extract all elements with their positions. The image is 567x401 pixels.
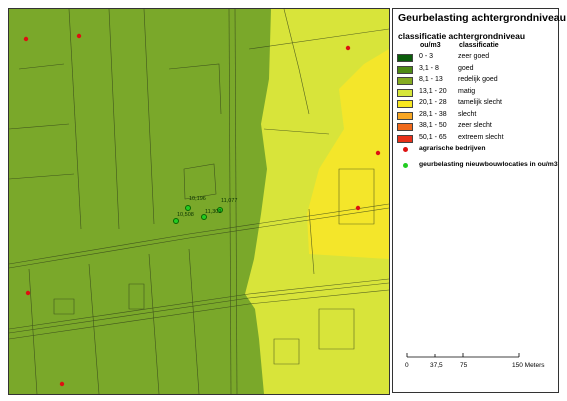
legend-class-label: goed: [458, 64, 474, 72]
legend-subtitle: classificatie achtergrondniveau: [398, 31, 526, 41]
legend-class-label: zeer slecht: [458, 122, 492, 129]
new-build-marker[interactable]: [217, 207, 223, 213]
legend-class-label: extreem slecht: [458, 133, 504, 141]
legend-class-item: 28,1 - 38 slecht: [397, 111, 557, 121]
legend-title: Geurbelasting achtergrondniveau: [398, 12, 567, 24]
legend-range: 8,1 - 13: [419, 76, 443, 83]
legend-swatch: [397, 54, 413, 62]
legend-class-item: 38,1 - 50 zeer slecht: [397, 122, 557, 132]
legend-range: 3,1 - 8: [419, 64, 439, 72]
legend-range: 0 - 3: [419, 53, 434, 60]
scale-tick-2: 75: [460, 362, 468, 369]
legend-class-label: tamelijk slecht: [458, 99, 502, 106]
legend-range: 28,1 - 38: [419, 110, 447, 118]
map-panel[interactable]: 10,196 11,077 10,508 11,309: [8, 8, 390, 395]
newbuild-dot-icon: [403, 163, 408, 168]
legend-class-header: classificatie: [459, 42, 499, 49]
new-build-marker[interactable]: [201, 214, 207, 220]
farm-marker: [25, 290, 31, 296]
farm-markers: [23, 33, 381, 387]
scale-bar: [406, 353, 520, 358]
map-canvas: [9, 9, 389, 394]
legend-swatch: [397, 77, 413, 85]
farm-marker: [76, 33, 82, 39]
new-build-marker[interactable]: [173, 218, 179, 224]
legend-swatch: [397, 134, 413, 143]
scale-tick-0: 0: [405, 362, 409, 369]
farm-marker: [355, 205, 361, 211]
scale-tick-3: 150 Meters: [512, 362, 545, 369]
legend-unit-header: ou/m3: [420, 42, 441, 49]
legend-range: 13,1 - 20: [419, 87, 447, 95]
legend-class-label: slecht: [458, 110, 477, 118]
legend-class-item: 8,1 - 13 redelijk goed: [397, 76, 557, 86]
new-build-value: 10,508: [177, 212, 194, 218]
legend-range: 20,1 - 28: [419, 99, 447, 106]
scale-tick-1: 37,5: [430, 362, 443, 369]
legend-class-item: 20,1 - 28 tamelijk slecht: [397, 99, 557, 109]
new-build-value: 10,196: [189, 196, 206, 202]
farm-marker: [59, 381, 65, 387]
farm-marker: [345, 45, 351, 51]
new-build-value: 11,077: [221, 198, 238, 204]
farm-marker: [375, 150, 381, 156]
legend-class-item: 50,1 - 65 extreem slecht: [397, 134, 557, 144]
legend-class-label: zeer goed: [458, 53, 490, 60]
legend-swatch: [397, 65, 413, 74]
legend-class-item: 0 - 3 zeer goed: [397, 53, 557, 63]
zone-tamelijk-slecht: [307, 49, 389, 259]
legend-swatch: [397, 123, 413, 131]
legend-swatch: [397, 100, 413, 108]
farm-marker: [23, 36, 29, 42]
legend-class-item: 3,1 - 8 goed: [397, 65, 557, 75]
legend-newbuild-label: geurbelasting nieuwbouwlocaties in ou/m3: [419, 161, 558, 168]
farm-dot-icon: [403, 147, 408, 152]
legend-swatch: [397, 88, 413, 97]
legend-farm-label: agrarische bedrijven: [419, 145, 486, 152]
legend-panel: Geurbelasting achtergrondniveau classifi…: [392, 8, 566, 393]
new-build-marker[interactable]: [185, 205, 191, 211]
road-network: [9, 9, 389, 394]
new-build-value: 11,309: [205, 209, 222, 215]
legend-range: 38,1 - 50: [419, 122, 447, 129]
legend-class-label: matig: [458, 87, 476, 95]
legend-class-item: 13,1 - 20 matig: [397, 88, 557, 98]
legend-range: 50,1 - 65: [419, 133, 447, 141]
legend-class-label: redelijk goed: [458, 76, 498, 83]
legend-swatch: [397, 111, 413, 120]
